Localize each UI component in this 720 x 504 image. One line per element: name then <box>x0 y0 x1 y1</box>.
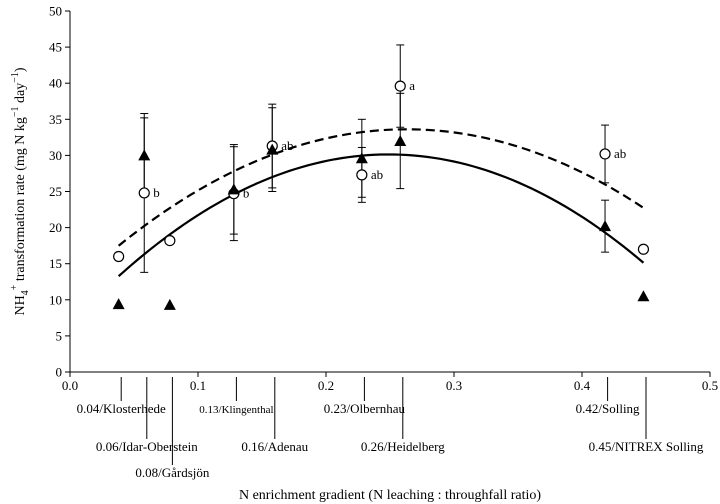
filled-triangle-point <box>112 298 125 310</box>
open-circle-point <box>356 169 368 181</box>
filled-triangle-point <box>138 149 151 161</box>
site-label: 0.04/Klosterhede <box>77 401 166 416</box>
filled-triangle-point <box>394 134 407 146</box>
site-label: 0.26/Heidelberg <box>361 439 445 454</box>
significance-label: ab <box>614 146 626 161</box>
site-label: 0.16/Adenau <box>241 439 308 454</box>
site-label: 0.45/NITREX Solling <box>589 439 704 454</box>
y-tick-label: 30 <box>49 148 62 163</box>
x-tick-label: 0.5 <box>702 378 718 393</box>
significance-label: a <box>409 78 415 93</box>
y-tick-label: 10 <box>49 292 62 307</box>
y-tick-label: 35 <box>49 112 62 127</box>
open-circle-point <box>164 234 176 247</box>
open-circle-point <box>637 243 650 255</box>
open-circle-point <box>394 80 406 92</box>
x-tick-label: 0.0 <box>62 378 78 393</box>
open-circle-point <box>138 187 150 199</box>
filled-triangle-point <box>266 143 279 155</box>
y-tick-label: 5 <box>56 328 63 343</box>
y-tick-label: 25 <box>49 184 62 199</box>
y-tick-label: 40 <box>49 76 62 91</box>
x-tick-label: 0.2 <box>318 378 334 393</box>
filled-triangle-point <box>227 183 240 195</box>
fit-curve-solid <box>117 153 645 278</box>
x-tick-label: 0.4 <box>574 378 591 393</box>
significance-label: b <box>153 185 160 200</box>
significance-labels: b b ab ab a ab <box>153 78 626 201</box>
y-axis-title: NH4+ transformation rate (mg N kg−1 day−… <box>9 67 31 315</box>
site-label: 0.13/Klingenthal <box>199 404 273 416</box>
y-tick-label: 15 <box>49 256 62 271</box>
significance-label: b <box>243 186 250 201</box>
site-label: 0.23/Olbernhau <box>324 401 406 416</box>
site-labels: 0.04/Klosterhede 0.06/Idar-Oberstein 0.08/… <box>77 377 704 480</box>
filled-triangle-point <box>355 152 368 164</box>
site-label: 0.42/Solling <box>576 401 640 416</box>
axes: 0 5 10 15 20 25 30 35 40 45 50 0.0 0.1 0.2 0.3 0.4 0.5 <box>49 4 718 394</box>
fit-curves <box>117 128 645 278</box>
significance-label: ab <box>281 138 293 153</box>
y-tick-label: 50 <box>49 4 62 19</box>
open-circle-point <box>113 250 125 263</box>
y-tick-label: 0 <box>56 365 63 380</box>
significance-label: ab <box>371 167 383 182</box>
x-axis-title: N enrichment gradient (N leaching : thro… <box>239 488 541 503</box>
y-tick-label: 20 <box>49 220 62 235</box>
x-tick-label: 0.3 <box>446 378 462 393</box>
y-tick-label: 45 <box>49 40 62 55</box>
open-circle-point <box>599 148 611 160</box>
error-bars <box>140 44 610 273</box>
filled-triangle-point <box>637 290 650 302</box>
data-points <box>112 80 650 310</box>
x-tick-label: 0.1 <box>190 378 206 393</box>
filled-triangle-point <box>163 298 176 310</box>
site-label: 0.06/Idar-Oberstein <box>96 439 198 454</box>
site-label: 0.08/Gårdsjön <box>135 465 210 480</box>
fit-curve-dashed <box>117 128 645 247</box>
filled-triangle-point <box>599 220 612 232</box>
